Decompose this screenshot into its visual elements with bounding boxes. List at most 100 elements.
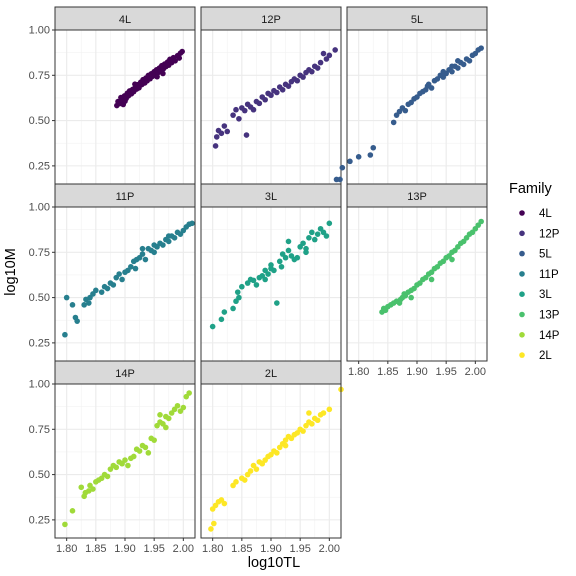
data-point <box>309 229 315 236</box>
data-point <box>221 500 228 507</box>
x-tick-label: 1.80 <box>348 366 369 378</box>
data-point <box>78 484 85 491</box>
data-point <box>165 415 172 422</box>
data-point <box>160 70 166 77</box>
data-point <box>224 128 231 135</box>
data-point <box>69 508 76 514</box>
legend-key <box>519 291 525 298</box>
legend-label: 2L <box>539 350 552 362</box>
data-point <box>132 265 139 272</box>
data-point <box>69 302 76 308</box>
facet-panel-3L: 3L <box>200 183 342 362</box>
x-tick-label: 2.00 <box>173 543 194 555</box>
data-point <box>139 251 146 257</box>
data-point <box>262 96 268 103</box>
data-point <box>230 305 236 312</box>
legend-entry-4L: 4L <box>519 208 552 220</box>
data-point <box>239 283 245 290</box>
data-point <box>449 256 455 263</box>
data-point <box>402 107 409 114</box>
data-point <box>332 47 338 53</box>
data-point <box>122 98 128 104</box>
legend-key <box>519 230 525 237</box>
data-point <box>151 249 157 256</box>
facet-strip-label: 14P <box>115 368 135 380</box>
data-point <box>116 271 122 277</box>
data-point <box>271 267 277 274</box>
data-point <box>151 437 157 443</box>
legend-key <box>519 311 525 318</box>
data-point <box>285 238 292 245</box>
data-point <box>250 277 257 284</box>
data-point <box>262 276 268 283</box>
data-point <box>179 48 185 55</box>
data-point <box>279 86 286 93</box>
data-point <box>274 89 280 96</box>
data-point <box>62 331 68 338</box>
data-point <box>209 323 216 330</box>
data-point <box>326 406 333 413</box>
y-tick-label: 0.25 <box>29 337 50 349</box>
data-point <box>276 258 283 265</box>
data-point <box>285 83 292 89</box>
data-point <box>233 106 239 113</box>
data-point <box>339 164 346 171</box>
data-point <box>81 302 87 308</box>
x-tick-label: 1.95 <box>289 543 310 555</box>
data-point <box>119 276 125 283</box>
facet-panel-5L: 5L <box>333 6 488 185</box>
data-point <box>130 453 137 460</box>
data-point <box>160 242 166 248</box>
data-point <box>174 402 181 409</box>
y-tick-label: 0.25 <box>29 160 50 172</box>
data-point <box>157 412 163 418</box>
legend-key <box>519 250 525 257</box>
data-point <box>326 52 333 59</box>
data-point <box>306 410 312 416</box>
data-point <box>311 236 318 243</box>
data-point <box>314 417 321 424</box>
data-point <box>139 245 146 252</box>
facet-strip-label: 5L <box>411 14 423 26</box>
data-point <box>265 271 271 277</box>
data-point <box>125 462 131 469</box>
legend-entry-2L: 2L <box>519 350 552 362</box>
x-tick-label: 1.90 <box>114 543 135 555</box>
legend-entry-3L: 3L <box>519 289 552 301</box>
legend-entry-13P: 13P <box>519 310 560 322</box>
data-point <box>320 50 327 57</box>
y-axis-title: log10M <box>3 248 19 296</box>
data-point <box>142 444 149 451</box>
legend-title: Family <box>509 181 552 197</box>
data-point <box>122 457 128 463</box>
data-point <box>186 390 192 396</box>
facet-panel-14P: 14P <box>54 360 196 539</box>
x-tick-label: 2.00 <box>465 366 486 378</box>
data-point <box>241 107 248 114</box>
data-point <box>309 68 315 75</box>
y-tick-label: 0.75 <box>29 70 50 82</box>
data-point <box>253 282 260 288</box>
data-point <box>314 231 321 237</box>
data-point <box>317 59 324 66</box>
data-point <box>268 262 274 268</box>
facet-panel-12P: 12P <box>200 6 342 185</box>
data-point <box>154 73 160 80</box>
data-point <box>370 144 377 151</box>
panel-grid <box>201 206 341 361</box>
data-point <box>282 442 289 449</box>
data-point <box>142 256 149 263</box>
data-point <box>241 477 248 483</box>
x-tick-label: 1.80 <box>202 543 223 555</box>
legend-label: 14P <box>539 330 560 342</box>
data-point <box>268 92 274 99</box>
data-point <box>367 152 374 158</box>
data-point <box>323 233 330 239</box>
data-point <box>347 158 353 165</box>
x-tick-label: 1.80 <box>56 543 77 555</box>
data-point <box>390 119 397 126</box>
data-point <box>218 130 225 137</box>
data-point <box>278 263 285 270</box>
data-point <box>274 450 280 456</box>
